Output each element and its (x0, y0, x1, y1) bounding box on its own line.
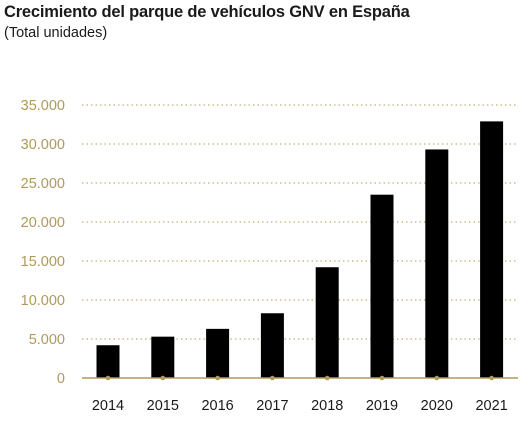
x-axis-tick-labels: 2014 2015 2016 2017 2018 2019 2020 2021 (92, 398, 508, 414)
y-tick-label: 5.000 (29, 332, 65, 348)
baseline-marker (215, 375, 220, 381)
y-tick-label: 0 (57, 371, 65, 387)
y-tick-label: 15.000 (21, 254, 65, 270)
y-tick-label: 30.000 (21, 137, 65, 153)
baseline-marker (434, 375, 440, 381)
x-tick-label: 2017 (256, 398, 288, 414)
y-tick-label: 35.000 (21, 98, 65, 114)
x-tick-label: 2020 (421, 398, 453, 414)
x-tick-label: 2016 (201, 398, 233, 414)
bar-2021 (480, 121, 504, 378)
bars (96, 121, 504, 378)
baseline-marker (160, 375, 166, 381)
bar-2015 (151, 336, 175, 378)
x-tick-label: 2014 (92, 398, 124, 414)
baseline-marker (324, 375, 330, 381)
bar-2018 (315, 267, 339, 378)
gridlines (82, 104, 518, 340)
bar-2019 (370, 194, 394, 378)
y-tick-label: 20.000 (21, 215, 65, 231)
y-axis-tick-labels: 0 5.000 10.000 15.000 20.000 25.000 30.000 35.0… (21, 98, 65, 387)
baseline-marker (105, 375, 111, 381)
y-tick-label: 25.000 (21, 176, 65, 192)
y-tick-label: 10.000 (21, 293, 65, 309)
baseline-marker (379, 375, 385, 381)
baseline-marker (270, 375, 275, 381)
x-tick-label: 2015 (147, 398, 179, 414)
x-tick-label: 2019 (366, 398, 398, 414)
chart-title: Crecimiento del parque de vehículos GNV … (4, 3, 410, 21)
baseline-marker (489, 375, 494, 381)
baseline-markers (105, 375, 494, 381)
x-tick-label: 2021 (475, 398, 507, 414)
chart-subtitle: (Total unidades) (4, 25, 108, 41)
bar-2017 (260, 313, 284, 378)
bar-2014 (96, 345, 120, 378)
x-tick-label: 2018 (311, 398, 343, 414)
bar-2016 (206, 328, 230, 378)
bar-2020 (425, 149, 449, 378)
